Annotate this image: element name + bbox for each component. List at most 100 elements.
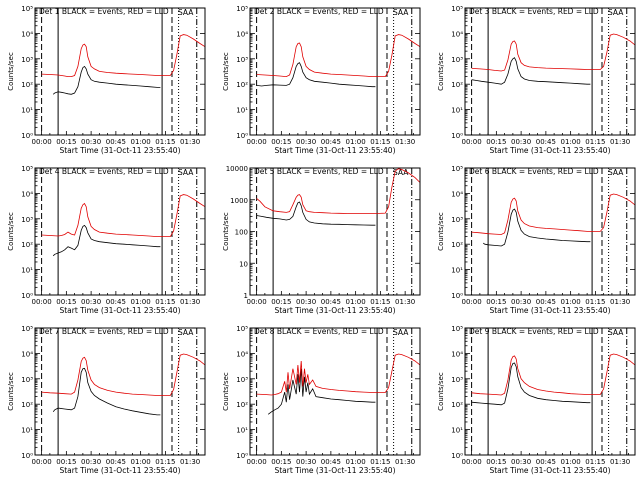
x-tick-label: 00:00 <box>247 138 267 146</box>
y-tick-label: 10⁵ <box>451 5 463 13</box>
y-tick-label: 10⁴ <box>451 30 463 38</box>
x-tick-label: 00:30 <box>81 298 101 306</box>
x-tick-label: 00:00 <box>32 458 52 466</box>
x-axis-label: Start Time (31-Oct-11 23:55:40) <box>489 146 610 155</box>
x-tick-label: 01:00 <box>131 138 151 146</box>
x-tick-label: 00:15 <box>56 298 76 306</box>
plot-frame <box>249 327 421 456</box>
saa-label: SAA <box>178 168 194 177</box>
panel-det-7: Det 7 BLACK = Events, RED = LLD SAA 10⁰ 10¹… <box>7 325 206 475</box>
x-tick-label: 01:30 <box>180 298 200 306</box>
x-tick-label: 01:00 <box>131 298 151 306</box>
x-tick-label: 00:30 <box>511 298 531 306</box>
lld-series-line <box>41 34 205 77</box>
x-tick-label: 01:00 <box>561 138 581 146</box>
y-tick-label: 10³ <box>451 376 463 384</box>
x-tick-label: 01:00 <box>346 458 366 466</box>
x-tick-label: 01:30 <box>395 298 415 306</box>
lld-series-line <box>471 193 635 235</box>
plot-frame <box>464 327 636 456</box>
y-tick-label: 10⁰ <box>236 452 248 460</box>
events-series-line <box>52 65 161 95</box>
plot-frame <box>249 167 421 296</box>
x-tick-label: 01:00 <box>561 298 581 306</box>
x-tick-label: 01:30 <box>395 138 415 146</box>
panel-det-5: Det 5 BLACK = Events, RED = LLD SAA 1 10 100… <box>222 165 421 315</box>
x-tick-label: 01:30 <box>610 458 630 466</box>
x-tick-label: 00:15 <box>56 138 76 146</box>
events-series-line <box>256 201 376 226</box>
y-tick-label: 10⁴ <box>236 350 248 358</box>
lld-series-line <box>41 194 205 238</box>
y-tick-label: 10² <box>21 241 33 249</box>
x-tick-label: 01:00 <box>131 458 151 466</box>
panel-det-6: Det 6 BLACK = Events, RED = LLD SAA 10⁰ 10¹… <box>437 165 636 315</box>
x-axis-label: Start Time (31-Oct-11 23:55:40) <box>274 466 395 475</box>
events-series-line <box>52 367 161 416</box>
x-tick-label: 01:15 <box>155 138 175 146</box>
x-tick-label: 00:45 <box>106 458 126 466</box>
y-tick-label: 10⁵ <box>236 5 248 13</box>
x-tick-label: 00:00 <box>462 298 482 306</box>
y-tick-label: 10¹ <box>21 427 33 435</box>
y-tick-label: 10⁵ <box>21 5 33 13</box>
x-tick-label: 00:30 <box>81 458 101 466</box>
x-axis-label: Start Time (31-Oct-11 23:55:40) <box>274 306 395 315</box>
x-tick-label: 00:45 <box>321 458 341 466</box>
y-tick-label: 10⁰ <box>21 292 33 300</box>
panel-title: Det 1 BLACK = Events, RED = LLD <box>39 7 169 16</box>
y-tick-label: 10⁴ <box>236 30 248 38</box>
x-tick-label: 00:00 <box>32 138 52 146</box>
y-tick-label: 10⁰ <box>236 132 248 140</box>
panel-det-9: Det 9 BLACK = Events, RED = LLD SAA 10⁰ 10¹… <box>437 325 636 475</box>
y-tick-label: 10¹ <box>236 107 248 115</box>
saa-label: SAA <box>608 328 624 337</box>
plot-frame <box>34 167 206 296</box>
x-tick-label: 01:15 <box>585 458 605 466</box>
x-tick-label: 00:15 <box>271 138 291 146</box>
y-tick-label: 100 <box>235 229 248 237</box>
x-tick-label: 01:15 <box>155 298 175 306</box>
y-axis-label: Counts/sec <box>222 52 230 91</box>
x-tick-label: 00:30 <box>511 458 531 466</box>
x-tick-label: 00:30 <box>296 458 316 466</box>
events-series-line <box>267 368 376 415</box>
x-tick-label: 00:15 <box>271 298 291 306</box>
y-tick-label: 10⁴ <box>21 30 33 38</box>
y-axis-label: Counts/sec <box>7 372 15 411</box>
x-axis-label: Start Time (31-Oct-11 23:55:40) <box>274 146 395 155</box>
x-tick-label: 00:30 <box>296 298 316 306</box>
panel-det-3: Det 3 BLACK = Events, RED = LLD SAA 10⁰ 10¹… <box>437 5 636 155</box>
events-series-line <box>471 362 591 406</box>
x-tick-label: 00:15 <box>486 458 506 466</box>
x-tick-label: 01:30 <box>610 138 630 146</box>
panel-title: Det 3 BLACK = Events, RED = LLD <box>469 7 599 16</box>
y-tick-label: 10¹ <box>21 107 33 115</box>
y-tick-label: 10³ <box>236 56 248 64</box>
events-series-line <box>471 57 591 85</box>
x-axis-label: Start Time (31-Oct-11 23:55:40) <box>59 466 180 475</box>
x-tick-label: 00:45 <box>321 138 341 146</box>
y-tick-label: 1000 <box>230 197 248 205</box>
x-tick-label: 00:00 <box>462 138 482 146</box>
y-tick-label: 10⁵ <box>451 165 463 173</box>
plot-frame <box>464 167 636 296</box>
saa-label: SAA <box>178 8 194 17</box>
y-tick-label: 10⁰ <box>21 132 33 140</box>
lld-series-line <box>256 353 420 396</box>
y-tick-label: 10² <box>451 241 463 249</box>
y-tick-label: 10² <box>451 401 463 409</box>
y-tick-label: 10³ <box>236 376 248 384</box>
y-tick-label: 10000 <box>226 165 248 173</box>
y-axis-label: Counts/sec <box>222 212 230 251</box>
y-tick-label: 10¹ <box>236 427 248 435</box>
lld-series-line <box>256 168 420 214</box>
x-tick-label: 00:15 <box>486 298 506 306</box>
x-tick-label: 01:15 <box>585 298 605 306</box>
y-tick-label: 10⁴ <box>21 350 33 358</box>
panel-title: Det 9 BLACK = Events, RED = LLD <box>469 327 599 336</box>
y-tick-label: 10⁰ <box>451 452 463 460</box>
x-axis-label: Start Time (31-Oct-11 23:55:40) <box>59 306 180 315</box>
x-tick-label: 01:30 <box>610 298 630 306</box>
